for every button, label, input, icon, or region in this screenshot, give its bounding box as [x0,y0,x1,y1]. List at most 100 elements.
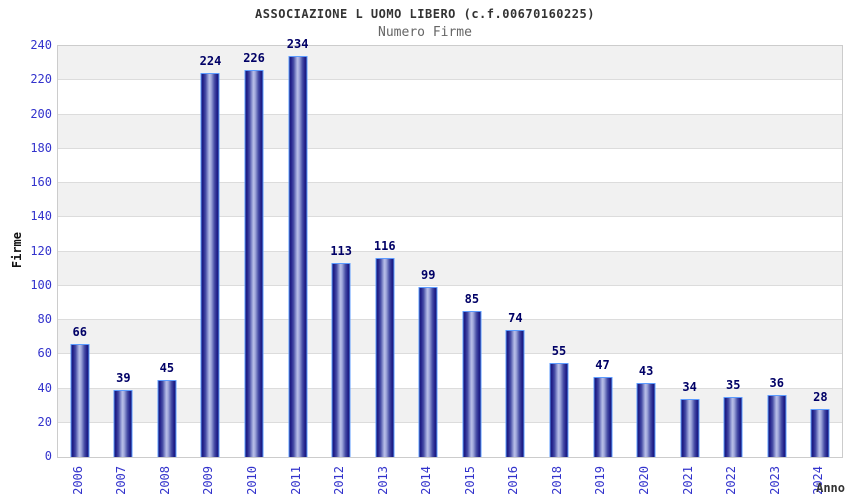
bar-value-label-2009: 224 [199,54,222,68]
bar-2018 [549,363,569,457]
bar-cell-2015: 85 [450,46,494,457]
bar-2012 [331,263,351,457]
bar-2010 [244,70,264,457]
bar-2016 [505,330,525,457]
bar-cell-2020: 43 [624,46,668,457]
x-tick-label-2019: 2019 [593,466,607,495]
bar-cell-2012: 113 [319,46,363,457]
bar-2009 [200,73,220,457]
x-tick-label-2010: 2010 [245,466,259,495]
bar-value-label-2016: 74 [508,311,523,325]
y-axis-tick-labels: 0 20 40 60 80 100 120 140 160 180 200 220 240 [0,39,52,462]
x-tick-label-2012: 2012 [332,466,346,495]
bar-value-label-2010: 226 [243,51,265,65]
grid-band [58,388,842,423]
x-tick-label-2011: 2011 [289,466,303,495]
grid-band [58,251,842,286]
y-tick-label-160: 160 [30,175,52,189]
bar-2019 [593,377,613,457]
bar-value-label-2020: 43 [638,364,654,378]
bar-value-label-2006: 66 [72,325,88,339]
bar-cell-2024: 28 [799,46,843,457]
x-tick-label-2008: 2008 [158,466,172,495]
x-tick-label-2022: 2022 [724,466,738,495]
y-tick-label-140: 140 [30,209,52,223]
bar-cell-2010: 226 [232,46,276,457]
bar-cell-2008: 45 [145,46,189,457]
bar-cell-2009: 224 [189,46,233,457]
bars-container: 66 39 45 224 226 234 113 116 99 85 74 55 47 43 34 35 36 2… [58,37,843,457]
x-axis-tick-labels: 2006 2007 2008 2009 2010 2011 2012 2013 2014 2015… [57,457,841,500]
grid-band [58,148,842,183]
chart-title: ASSOCIAZIONE L UOMO LIBERO (c.f.00670160… [255,7,595,21]
x-tick-label-2009: 2009 [201,466,215,495]
bar-cell-2006: 66 [58,46,102,457]
x-tick-label-2021: 2021 [681,466,695,495]
bar-2013 [375,258,395,457]
y-tick-label-220: 220 [30,72,52,86]
x-axis-title: Anno [816,481,845,495]
x-tick-label-2023: 2023 [768,466,782,495]
bar-2020 [636,383,656,457]
y-tick-label-80: 80 [37,312,52,326]
bar-2008 [157,380,177,457]
bar-cell-2023: 36 [755,46,799,457]
bar-2007 [113,390,133,457]
bar-2022 [723,397,743,457]
bar-2015 [462,311,482,457]
bar-cell-2016: 74 [494,46,538,457]
bar-cell-2022: 35 [711,46,755,457]
bar-2011 [288,56,308,457]
bar-value-label-2011: 234 [286,37,309,51]
x-tick-label-2014: 2014 [419,466,433,495]
bar-value-label-2023: 36 [769,376,785,390]
y-tick-label-120: 120 [30,244,52,258]
grid-band [58,217,842,252]
bar-cell-2013: 116 [363,46,407,457]
bar-value-label-2013: 116 [373,239,396,253]
bar-2021 [680,399,700,457]
x-tick-label-2013: 2013 [376,466,390,495]
bar-2024 [810,409,830,457]
bar-value-label-2014: 99 [421,268,436,282]
bar-value-label-2021: 34 [682,380,697,394]
grid-band [58,422,842,457]
bar-value-label-2007: 39 [116,371,131,385]
x-tick-label-2020: 2020 [637,466,651,495]
grid-band [58,80,842,115]
y-tick-label-100: 100 [30,278,52,292]
y-tick-label-200: 200 [30,107,52,121]
bar-2014 [418,287,438,457]
y-tick-label-0: 0 [44,449,52,463]
bar-value-label-2008: 45 [159,361,175,375]
x-tick-label-2018: 2018 [550,466,564,495]
y-tick-label-60: 60 [37,346,52,360]
bar-cell-2019: 47 [581,46,625,457]
bar-value-label-2018: 55 [551,344,567,358]
grid-band [58,114,842,149]
grid-band [58,46,842,81]
bar-value-label-2012: 113 [330,244,352,258]
bar-value-label-2019: 47 [595,358,610,372]
y-tick-label-240: 240 [30,38,52,52]
x-tick-label-2006: 2006 [71,466,85,495]
x-tick-label-2016: 2016 [506,466,520,495]
grid-band [58,183,842,218]
plot-area: 66 39 45 224 226 234 113 116 99 85 74 55 47 43 34 35 36 2… [57,37,843,458]
bar-cell-2014: 99 [407,46,451,457]
bar-cell-2021: 34 [668,46,712,457]
bar-cell-2007: 39 [102,46,146,457]
x-tick-label-2015: 2015 [463,466,477,495]
bar-value-label-2022: 35 [725,378,741,392]
y-tick-label-20: 20 [37,415,52,429]
y-tick-label-180: 180 [30,141,52,155]
bar-value-label-2015: 85 [464,292,480,306]
y-tick-label-40: 40 [37,381,52,395]
grid-band [58,320,842,355]
bar-2006 [70,344,90,457]
x-tick-label-2007: 2007 [114,466,128,495]
bar-value-label-2024: 28 [813,390,828,404]
grid-band [58,354,842,389]
chart-subtitle: Numero Firme [378,25,472,40]
